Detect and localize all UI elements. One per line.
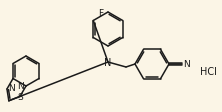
Text: HCl: HCl: [200, 66, 217, 76]
Text: N: N: [104, 57, 112, 67]
Text: N: N: [17, 81, 24, 90]
Text: S: S: [17, 92, 23, 101]
Text: F: F: [98, 8, 103, 17]
Text: N: N: [8, 84, 15, 93]
Text: N: N: [183, 60, 189, 69]
